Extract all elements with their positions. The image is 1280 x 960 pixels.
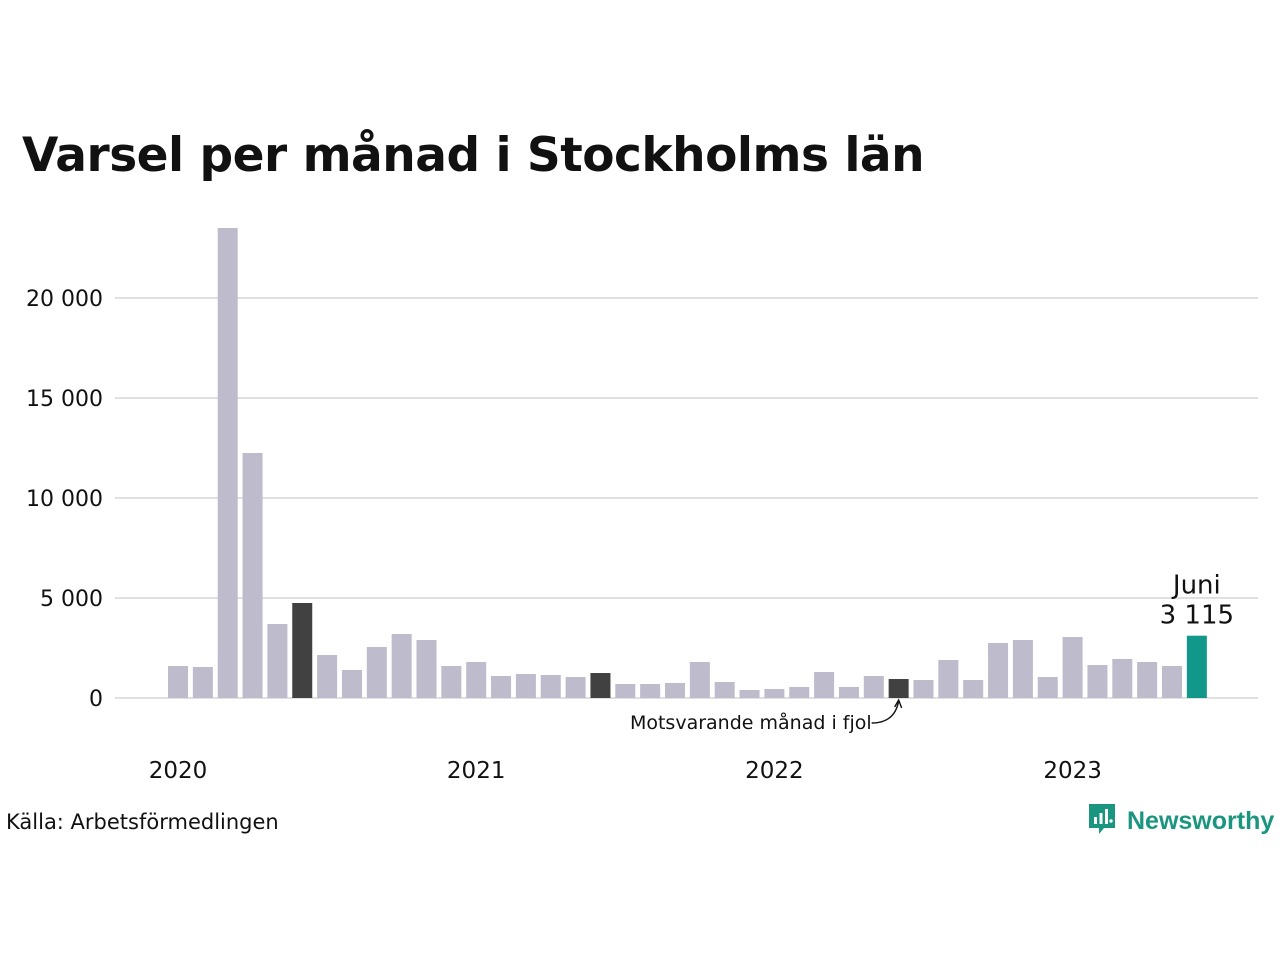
- bar-2022-07: [913, 680, 934, 698]
- y-tick-label: 15 000: [26, 387, 103, 412]
- bar-2020-06: [292, 603, 313, 698]
- bar-2023-03: [1112, 659, 1133, 698]
- comparison-note: Motsvarande månad i fjol: [630, 711, 872, 734]
- bar-2020-09: [366, 647, 387, 698]
- bar-2021-04: [540, 675, 561, 698]
- bar-2021-05: [565, 677, 586, 698]
- newsworthy-logo-icon: [1087, 802, 1117, 840]
- brand-logo: Newsworthy: [1087, 802, 1274, 840]
- callout-arrow: [871, 700, 900, 724]
- bars: [168, 228, 1207, 698]
- bar-2021-10: [689, 662, 710, 698]
- y-tick-label: 10 000: [26, 487, 103, 512]
- bar-2021-08: [640, 684, 661, 698]
- bar-2023-06: [1186, 635, 1207, 698]
- x-tick-label: 2022: [745, 758, 804, 784]
- bar-2020-10: [391, 634, 412, 698]
- x-tick-label: 2021: [447, 758, 506, 784]
- bar-2021-07: [615, 684, 636, 698]
- bar-2023-02: [1087, 665, 1108, 698]
- bar-2020-01: [168, 666, 188, 698]
- bar-2020-11: [416, 640, 437, 698]
- callout-arrowhead: [894, 698, 903, 709]
- bar-2021-01: [466, 662, 487, 698]
- bar-2021-06: [590, 673, 611, 698]
- bar-2022-03: [814, 672, 835, 698]
- bar-2020-02: [192, 667, 213, 698]
- chart-title: Varsel per månad i Stockholms län: [22, 128, 925, 183]
- bar-2021-03: [515, 674, 536, 698]
- y-tick-label: 0: [89, 687, 103, 712]
- bar-2023-05: [1162, 666, 1182, 698]
- bar-2020-05: [267, 624, 288, 698]
- bar-2022-05: [863, 676, 884, 698]
- bar-2022-09: [963, 680, 984, 698]
- bar-2020-12: [441, 666, 462, 698]
- bar-2022-10: [988, 643, 1009, 698]
- y-tick-label: 20 000: [26, 287, 103, 312]
- latest-value-label: 3 115: [1160, 601, 1234, 631]
- bar-2023-04: [1137, 662, 1158, 698]
- x-tick-label: 2020: [149, 758, 208, 784]
- latest-month-label: Juni: [1171, 571, 1221, 601]
- bar-2020-08: [341, 670, 362, 698]
- brand-name: Newsworthy: [1127, 806, 1275, 835]
- bar-2021-12: [739, 690, 760, 698]
- bar-2023-01: [1062, 637, 1083, 698]
- bar-2022-12: [1037, 677, 1058, 698]
- source-label: Källa: Arbetsförmedlingen: [6, 810, 279, 834]
- bar-2021-09: [665, 683, 685, 698]
- x-axis-ticks: 2020 2021 2022 2023: [149, 758, 1102, 784]
- y-tick-label: 5 000: [40, 587, 103, 612]
- bar-2021-11: [714, 682, 735, 698]
- bar-2022-06: [888, 679, 909, 698]
- bar-2022-04: [838, 687, 859, 698]
- bar-2020-07: [317, 655, 338, 698]
- bar-2021-02: [491, 676, 512, 698]
- bar-2020-04: [242, 453, 263, 698]
- y-axis-ticks: 0 5 000 10 000 15 000 20 000: [26, 287, 103, 712]
- bar-2022-08: [938, 660, 959, 698]
- bar-2022-11: [1012, 640, 1033, 698]
- bar-2020-03: [217, 228, 238, 698]
- bar-2022-02: [789, 687, 810, 698]
- bar-2022-01: [764, 689, 785, 698]
- x-tick-label: 2023: [1043, 758, 1102, 784]
